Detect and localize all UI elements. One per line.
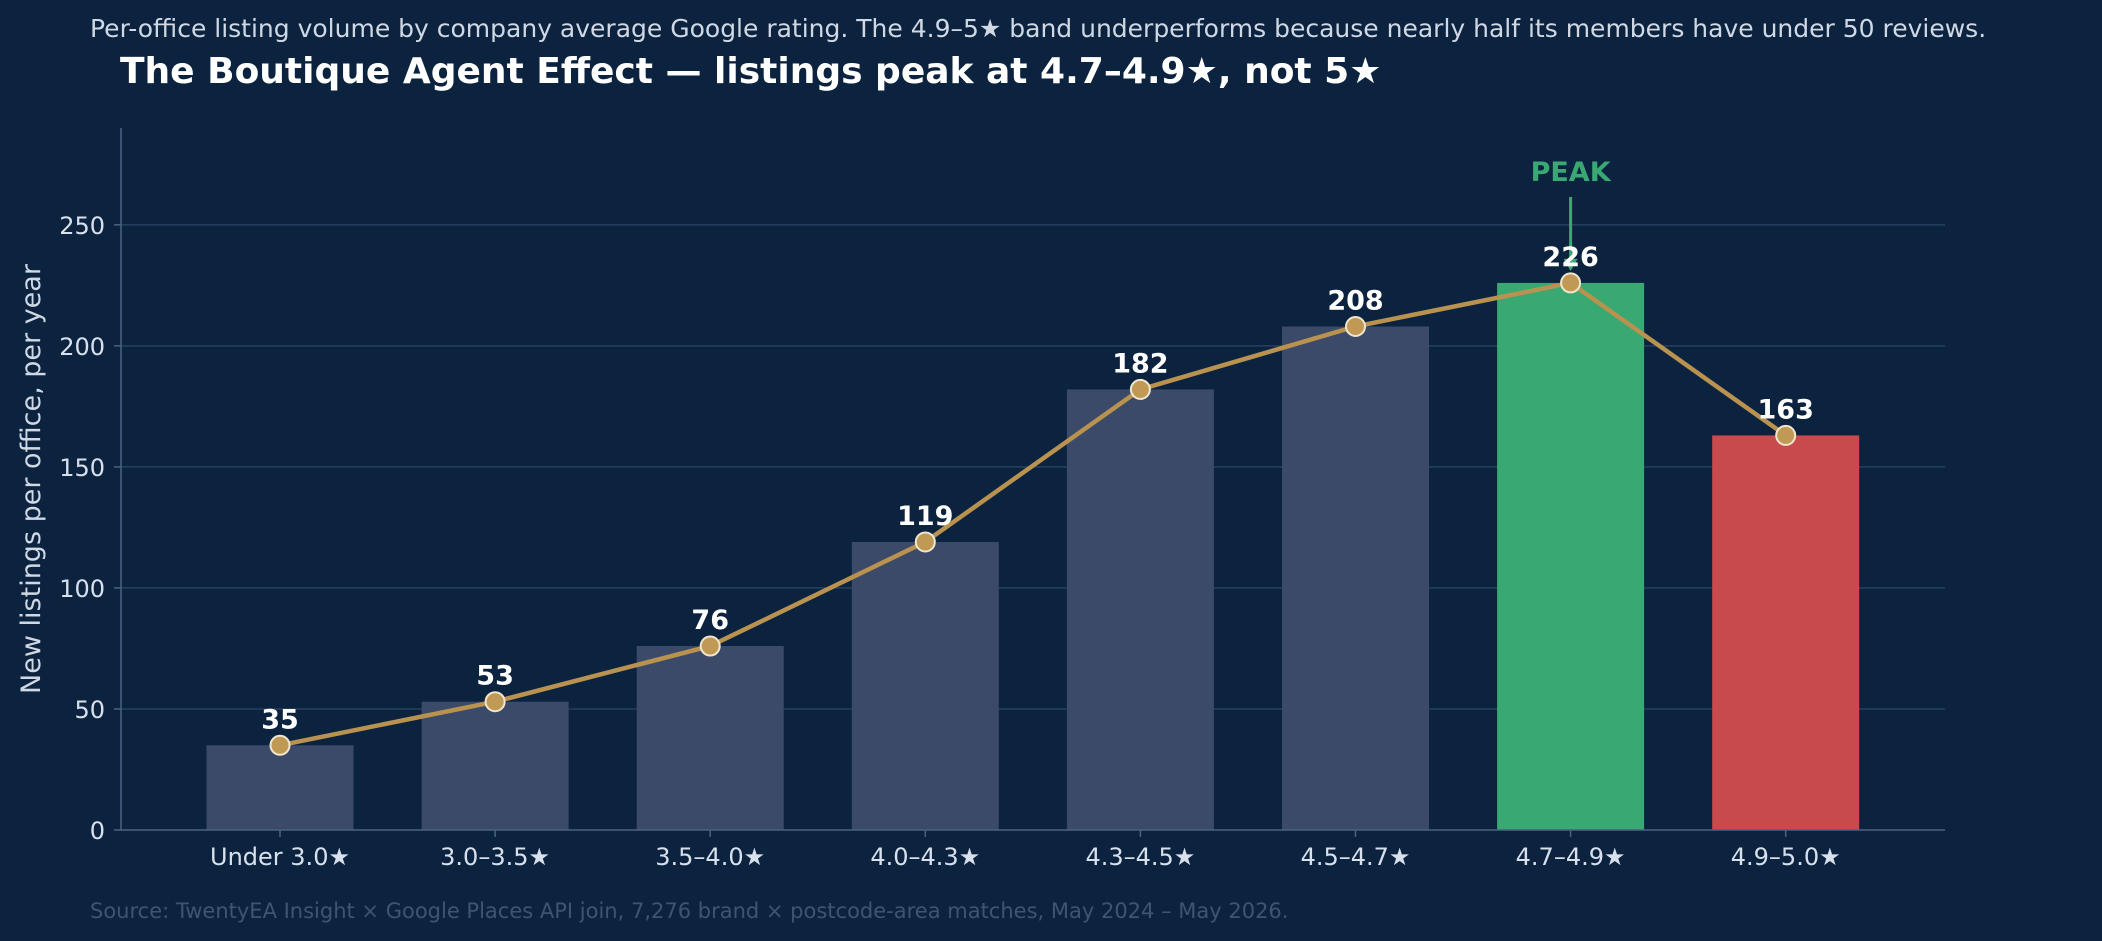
bar [1712,435,1860,830]
x-tick-label: 4.7–4.9★ [1516,843,1626,871]
bar [851,541,999,830]
line-markers [269,272,1797,756]
x-tick-label: Under 3.0★ [210,843,350,871]
chart-subtitle: Per-office listing volume by company ave… [90,14,1986,43]
bar [636,646,784,830]
line-point [1345,315,1366,337]
x-tick-label: 4.9–5.0★ [1731,843,1841,871]
data-label: 76 [691,605,729,636]
x-tick-label: 4.5–4.7★ [1301,843,1411,871]
bars [206,282,1860,830]
line-point [484,691,506,713]
line-point [1775,424,1797,446]
data-label: 35 [261,704,299,735]
y-axis-label: New listings per office, per year [16,263,47,694]
data-label: 53 [476,661,514,692]
y-tick-label: 50 [74,696,105,724]
x-tick-label: 3.5–4.0★ [655,843,765,871]
bar [421,701,569,830]
peak-arrowhead [1563,258,1578,271]
y-tick-label: 100 [59,575,105,603]
bar [1497,282,1645,830]
bar [1066,389,1214,830]
line-point [914,531,936,553]
x-tick-label: 4.3–4.5★ [1085,843,1195,871]
x-tick-label: 4.0–4.3★ [870,843,980,871]
y-tick-label: 150 [59,454,105,482]
line-point [1560,272,1582,294]
chart-title: The Boutique Agent Effect — listings pea… [120,51,1382,92]
source-note: Source: TwentyEA Insight × Google Places… [90,899,1288,923]
y-tick-label: 250 [59,212,105,240]
data-label: 182 [1112,348,1168,379]
bar [206,745,354,830]
x-tick-labels: Under 3.0★ 3.0–3.5★ 3.5–4.0★ 4.0–4.3★ 4.3–4.… [210,843,1841,871]
y-tick-labels: 0 50 100 150 200 250 [59,212,105,845]
line-point [1129,378,1151,400]
y-tick-label: 200 [59,333,105,361]
trend-line [279,280,1788,748]
peak-label: PEAK [1531,157,1612,188]
peak-annotation: PEAK [1531,157,1612,271]
y-tick-label: 0 [90,817,105,845]
value-labels: 35 53 76 119 182 208 226 163 [261,242,1814,735]
data-label: 208 [1327,285,1383,316]
line-point [699,635,721,657]
data-label: 226 [1542,242,1598,273]
axes [114,128,1945,837]
data-label: 119 [897,501,953,532]
data-label: 163 [1758,394,1814,425]
bar [1282,326,1429,830]
line-series [279,280,1788,748]
line-point [269,734,291,756]
x-tick-label: 3.0–3.5★ [440,843,550,871]
